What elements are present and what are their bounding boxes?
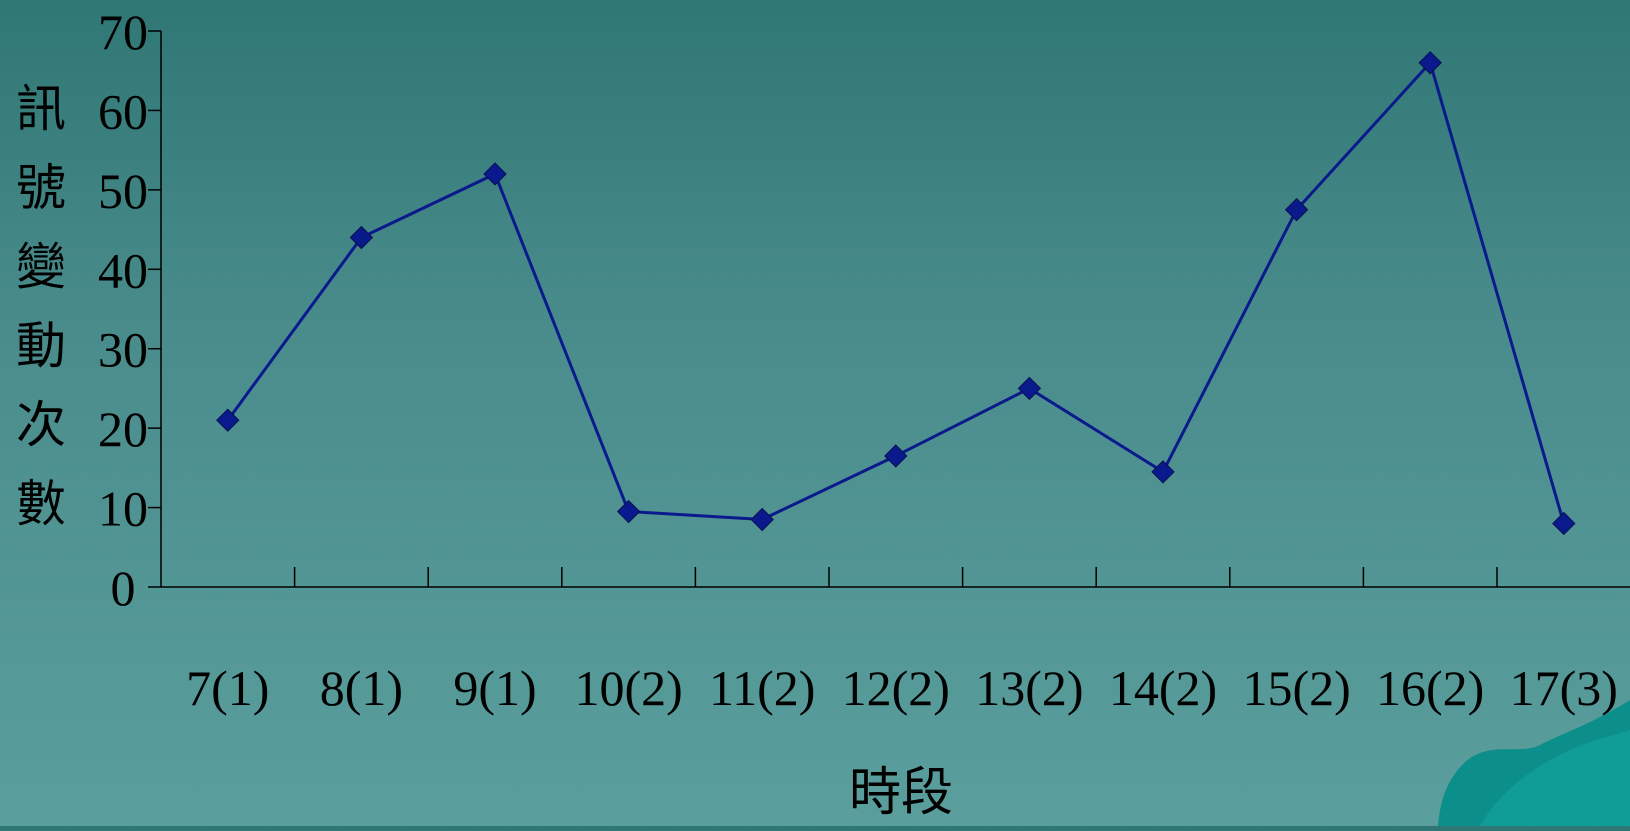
data-point-marker xyxy=(1418,51,1442,75)
y-tick-label: 50 xyxy=(98,163,148,219)
data-point-marker xyxy=(349,225,374,250)
y-axis-title-char: 號 xyxy=(16,160,66,216)
y-tick-label: 60 xyxy=(98,83,148,139)
y-axis-title-char: 次 xyxy=(16,397,66,453)
x-tick-label: 17(3) xyxy=(1510,660,1618,716)
x-tick-label: 12(2) xyxy=(842,660,950,716)
data-point-marker xyxy=(1284,198,1309,222)
y-ticks: 0 10 20 30 40 50 60 70 xyxy=(98,4,161,616)
y-tick-label: 20 xyxy=(98,401,148,457)
y-axis-title-char: 訊 xyxy=(16,81,66,137)
y-tick-label: 0 xyxy=(111,560,136,616)
data-point-marker xyxy=(1017,376,1042,401)
x-axis-title: 時段 xyxy=(849,765,953,822)
y-tick-label: 30 xyxy=(98,322,148,378)
y-axis-title-char: 變 xyxy=(16,239,66,295)
x-tick-label: 14(2) xyxy=(1109,660,1217,716)
data-point-marker xyxy=(884,444,908,468)
y-tick-label: 70 xyxy=(98,4,148,60)
axes xyxy=(160,31,1630,588)
x-tick-label: 15(2) xyxy=(1242,660,1350,716)
x-tick-label: 9(1) xyxy=(453,660,536,716)
x-tick-label: 13(2) xyxy=(975,660,1083,716)
x-tick-label: 16(2) xyxy=(1376,660,1484,716)
data-point-marker xyxy=(216,408,240,432)
data-point-marker xyxy=(616,499,641,524)
y-tick-label: 10 xyxy=(98,481,148,537)
data-point-marker xyxy=(483,162,507,186)
series-markers xyxy=(216,51,1576,536)
y-axis-title-char: 動 xyxy=(16,318,66,374)
corner-decoration-icon xyxy=(1438,700,1630,826)
x-tick-label: 10(2) xyxy=(574,660,682,716)
x-tick-label: 7(1) xyxy=(186,660,269,716)
x-tick-label: 8(1) xyxy=(320,660,403,716)
data-point-marker xyxy=(750,507,774,532)
data-point-marker xyxy=(1151,460,1175,484)
y-axis-title-char: 數 xyxy=(16,476,66,532)
y-tick-label: 40 xyxy=(98,242,148,298)
data-point-marker xyxy=(1552,511,1576,536)
x-tick-label: 11(2) xyxy=(709,660,815,716)
x-ticks: 7(1) 8(1) 9(1) 10(2) 11(2) 12(2) 13(2) 14(2) 15(… xyxy=(186,567,1618,716)
